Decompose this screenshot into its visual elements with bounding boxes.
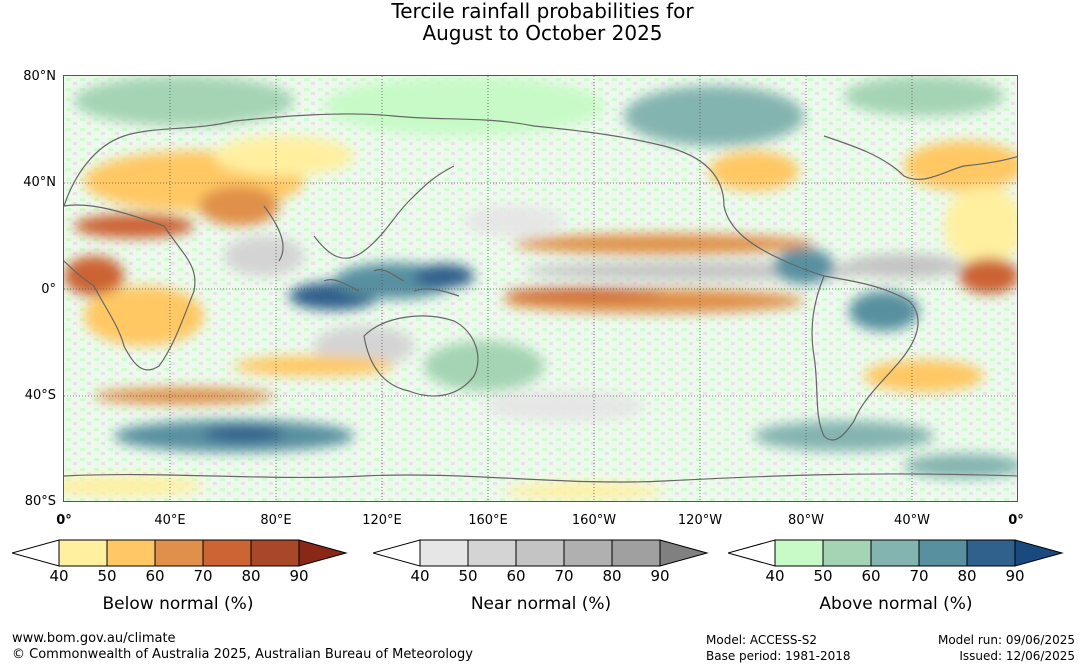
tick: 90 [1005,567,1025,585]
lon-label-160e: 160°E [468,513,508,528]
map-svg [64,76,1017,501]
colorbar-segment [822,539,872,567]
colorbar-segment [611,539,661,567]
colorbar-segment [202,539,252,567]
base-period-text: Base period: 1981-2018 [706,649,851,663]
tick: 60 [861,567,881,585]
tick: 50 [97,567,117,585]
tick: 40 [765,567,785,585]
map-title: Tercile rainfall probabilities for Augus… [0,0,1085,44]
footer-dates: Model run: 09/06/2025 Issued: 12/06/2025 [938,632,1075,664]
tick: 70 [554,567,574,585]
lon-label-120e: 120°E [362,513,402,528]
colorbar-near-normal [371,538,713,572]
issued-text: Issued: 12/06/2025 [959,649,1075,663]
lat-label-80n: 80°N [23,69,56,84]
colorbar-segment [515,539,565,567]
probability-field [64,76,1017,499]
lon-label-40e: 40°E [154,513,186,528]
website-link[interactable]: www.bom.gov.au/climate [12,631,176,646]
colorbar-segment [918,539,968,567]
footer-left: www.bom.gov.au/climate © Commonwealth of… [12,631,473,663]
colorbar-segment [467,539,517,567]
colorbar-segment [250,539,300,567]
colorbar-below-normal [10,538,352,572]
colorbar-near-svg [371,539,709,567]
colorbar-near-label: Near normal (%) [470,594,612,614]
tick: 80 [957,567,977,585]
tick: 60 [506,567,526,585]
tick: 50 [813,567,833,585]
lon-label-120w: 120°W [677,513,723,528]
colorbar-below-svg [10,539,348,567]
graticule [64,76,1017,501]
model-run-text: Model run: 09/06/2025 [937,633,1075,647]
footer-model-info: Model: ACCESS-S2 Base period: 1981-2018 [706,632,851,664]
title-line-2: August to October 2025 [422,21,663,45]
lon-label-160w: 160°W [571,513,617,528]
colorbar-segment [419,539,469,567]
tick: 90 [650,567,670,585]
model-text: Model: ACCESS-S2 [706,633,818,647]
tick: 50 [458,567,478,585]
colorbar-below-label: Below normal (%) [102,594,254,614]
copyright-text: © Commonwealth of Australia 2025, Austra… [12,647,473,662]
colorbar-segment [58,539,108,567]
colorbar-segment [966,539,1016,567]
colorbar-above-svg [726,539,1064,567]
lat-label-0: 0° [41,282,56,297]
lon-label-0-right: 0° [1008,513,1024,528]
colorbar-segment [563,539,613,567]
colorbar-above-label: Above normal (%) [819,594,973,614]
rainfall-map [63,75,1018,502]
lon-label-80e: 80°E [260,513,292,528]
colorbar-segment [870,539,920,567]
title-line-1: Tercile rainfall probabilities for [391,0,694,23]
colorbar-segment [154,539,204,567]
lon-label-0-left: 0° [56,513,72,528]
lat-label-80s: 80°S [24,494,56,509]
colorbar-segment [106,539,156,567]
colorbar-segment [774,539,824,567]
tick: 80 [241,567,261,585]
lat-label-40s: 40°S [24,388,56,403]
tick: 70 [193,567,213,585]
lat-label-40n: 40°N [23,175,56,190]
tick: 60 [145,567,165,585]
lon-label-80w: 80°W [788,513,824,528]
tick: 90 [289,567,309,585]
lon-label-40w: 40°W [894,513,930,528]
colorbar-above-normal [726,538,1068,572]
tick: 40 [49,567,69,585]
tick: 70 [909,567,929,585]
tick: 40 [410,567,430,585]
tick: 80 [602,567,622,585]
coastlines [64,113,1017,483]
